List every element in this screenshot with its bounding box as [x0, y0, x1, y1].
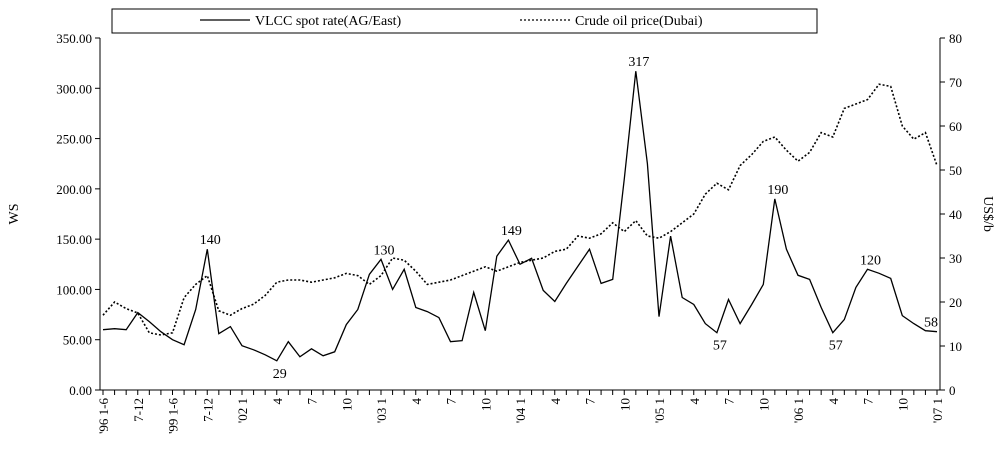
data-label: 190: [767, 183, 788, 198]
legend-label: Crude oil price(Dubai): [575, 14, 703, 29]
x-tick-label: 4: [826, 398, 841, 405]
y-tick-label: 150.00: [56, 232, 92, 247]
x-tick-label: '03 1: [374, 398, 389, 423]
y-axis-label: WS: [7, 204, 22, 225]
x-tick-label: '06 1: [791, 398, 806, 423]
x-tick-label: 10: [339, 398, 354, 411]
data-label: 29: [273, 367, 287, 382]
data-label: 317: [628, 55, 649, 70]
x-tick-label: 10: [895, 398, 910, 411]
x-tick-label: '07 1: [930, 398, 945, 423]
x-tick-label: '99 1-6: [166, 398, 181, 434]
data-label: 149: [501, 224, 522, 239]
y2-tick-label: 40: [949, 207, 962, 222]
y2-tick-label: 60: [949, 119, 962, 134]
y2-tick-label: 10: [949, 339, 962, 354]
x-tick-label: 10: [756, 398, 771, 411]
x-tick-label: 7: [583, 398, 598, 405]
y-tick-label: 100.00: [56, 282, 92, 297]
x-tick-label: '04 1: [513, 398, 528, 423]
x-tick-label: 7-12: [200, 398, 215, 422]
x-tick-label: 7: [305, 398, 320, 405]
data-label: 130: [374, 243, 395, 258]
x-tick-label: 4: [548, 398, 563, 405]
y-tick-label: 250.00: [56, 132, 92, 147]
y2-tick-label: 70: [949, 75, 962, 90]
x-tick-label: 7: [444, 398, 459, 405]
x-tick-label: 10: [617, 398, 632, 411]
x-tick-label: 4: [409, 398, 424, 405]
x-tick-label: '96 1-6: [96, 398, 111, 434]
x-tick-label: 10: [478, 398, 493, 411]
data-label: 140: [200, 233, 221, 248]
y2-tick-label: 80: [949, 31, 962, 46]
data-label: 120: [860, 253, 881, 268]
y2-axis-label: US$/b: [980, 196, 994, 232]
legend-box: [111, 8, 818, 34]
x-tick-label: 7: [861, 398, 876, 405]
y-tick-label: 0.00: [69, 383, 92, 398]
x-tick-label: '02 1: [235, 398, 250, 423]
y-tick-label: 300.00: [56, 81, 92, 96]
y2-tick-label: 30: [949, 251, 962, 266]
data-label: 57: [829, 339, 843, 354]
series-line: [102, 83, 938, 336]
x-tick-label: 7: [722, 398, 737, 405]
y2-tick-label: 0: [949, 383, 956, 398]
series-line: [102, 71, 938, 362]
y-tick-label: 50.00: [63, 333, 92, 348]
y2-tick-label: 50: [949, 163, 962, 178]
y-tick-label: 200.00: [56, 182, 92, 197]
x-tick-label: '05 1: [652, 398, 667, 423]
x-tick-label: 4: [270, 398, 285, 405]
x-tick-label: 4: [687, 398, 702, 405]
data-label: 57: [713, 339, 727, 354]
y-tick-label: 350.00: [56, 31, 92, 46]
legend-label: VLCC spot rate(AG/East): [255, 14, 402, 29]
data-label: 58: [924, 316, 938, 331]
x-tick-label: 7-12: [131, 398, 146, 422]
y2-tick-label: 20: [949, 295, 962, 310]
